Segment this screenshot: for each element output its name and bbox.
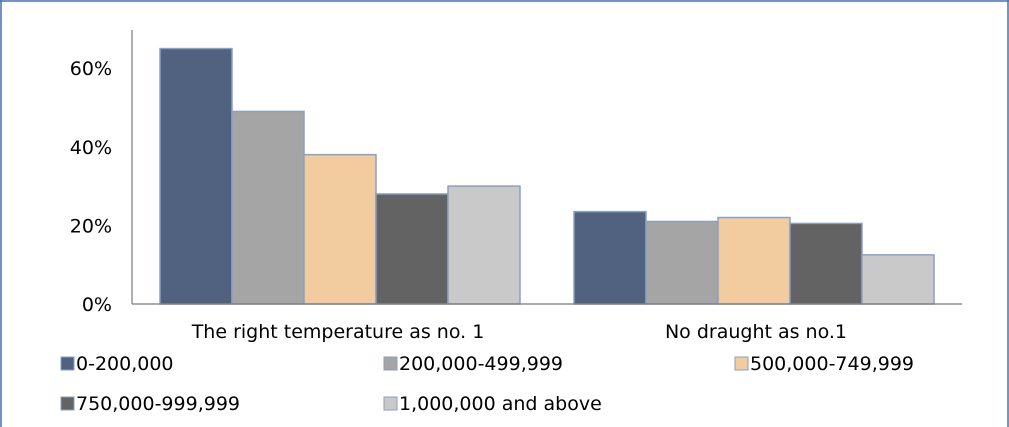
legend-swatch <box>734 356 749 371</box>
legend-label: 500,000-749,999 <box>750 353 914 375</box>
y-tick-label: 20% <box>70 215 112 237</box>
x-axis-category-labels: The right temperature as no. 1 No draught… <box>191 321 847 343</box>
legend-swatch <box>383 356 398 371</box>
legend-item: 750,000-999,999 <box>60 393 240 415</box>
bar-series-group <box>159 47 935 305</box>
legend-label: 1,000,000 and above <box>399 393 602 415</box>
bar <box>861 254 935 305</box>
bar <box>303 153 377 305</box>
legend-swatch <box>60 396 75 411</box>
bar <box>159 47 233 305</box>
y-tick-label: 0% <box>82 294 112 316</box>
bar <box>231 110 305 305</box>
y-tick-label: 60% <box>70 58 112 80</box>
legend-item: 0-200,000 <box>60 353 174 375</box>
chart-legend: 0-200,000 200,000-499,999 500,000-749,999 7… <box>60 353 914 415</box>
y-axis-tick-labels: 0% 20% 40% 60% <box>70 58 112 316</box>
legend-label: 0-200,000 <box>76 353 174 375</box>
x-category-label: No draught as no.1 <box>665 321 847 343</box>
legend-item: 1,000,000 and above <box>383 393 602 415</box>
bar <box>573 210 647 305</box>
y-tick-label: 40% <box>70 137 112 159</box>
legend-swatch <box>383 396 398 411</box>
bar <box>645 220 719 305</box>
x-category-label: The right temperature as no. 1 <box>191 321 485 343</box>
bar <box>447 185 521 305</box>
bar <box>789 222 863 305</box>
legend-swatch <box>60 356 75 371</box>
legend-label: 200,000-499,999 <box>399 353 563 375</box>
legend-item: 200,000-499,999 <box>383 353 563 375</box>
legend-item: 500,000-749,999 <box>734 353 914 375</box>
chart-axes <box>131 30 962 305</box>
bar <box>375 193 449 305</box>
legend-label: 750,000-999,999 <box>76 393 240 415</box>
bar <box>717 216 791 305</box>
